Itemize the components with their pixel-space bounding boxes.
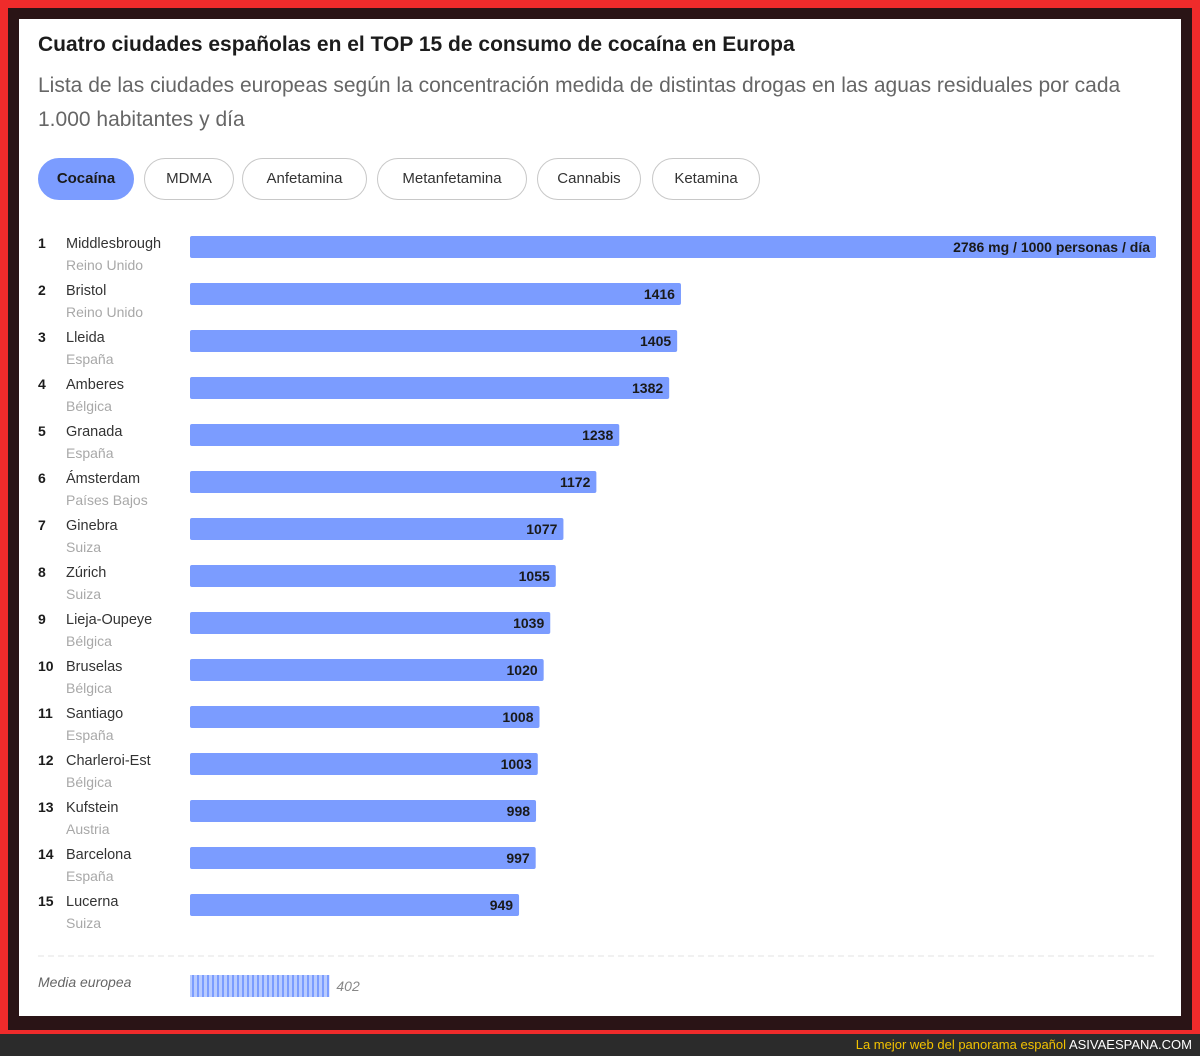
bar	[190, 800, 537, 822]
rank-number: 3	[38, 329, 46, 345]
bar-value-label: 1008	[502, 709, 533, 725]
country-name: Países Bajos	[66, 492, 148, 508]
bar-chart: 1 Middlesbrough Reino Unido 2786 mg / 1000 …	[38, 235, 1156, 997]
chart-title: Cuatro ciudades españolas en el TOP 15 d…	[38, 33, 795, 56]
country-name: Suiza	[66, 915, 101, 931]
country-name: Reino Unido	[66, 257, 143, 273]
bar-value-label: 1172	[560, 474, 591, 490]
footer-site[interactable]: ASIVAESPANA.COM	[1068, 1037, 1192, 1052]
rank-number: 4	[38, 376, 46, 392]
country-name: España	[66, 727, 114, 743]
rank-number: 1	[38, 235, 46, 251]
tab-anfetamina[interactable]: Anfetamina	[242, 158, 367, 200]
rank-number: 7	[38, 517, 46, 533]
city-name: Lleida	[66, 330, 106, 346]
city-name: Charleroi-Est	[66, 753, 151, 769]
country-name: Bélgica	[66, 680, 112, 696]
city-name: Bristol	[66, 283, 106, 299]
bar	[190, 847, 536, 869]
country-name: España	[66, 445, 114, 461]
bar-value-label: 997	[506, 850, 530, 866]
bar	[190, 753, 538, 775]
tab-ketamina[interactable]: Ketamina	[652, 158, 760, 200]
bar-value-label: 1238	[582, 427, 613, 443]
chart-subtitle: Lista de las ciudades europeas según la …	[38, 74, 1121, 131]
country-name: Suiza	[66, 586, 101, 602]
country-name: Bélgica	[66, 633, 112, 649]
country-name: Bélgica	[66, 398, 112, 414]
bar	[190, 612, 551, 634]
rank-number: 10	[38, 658, 54, 674]
bar	[190, 424, 620, 446]
rank-number: 2	[38, 282, 46, 298]
bar-value-label: 1382	[632, 380, 663, 396]
country-name: Bélgica	[66, 774, 112, 790]
country-name: Suiza	[66, 539, 101, 555]
rank-number: 9	[38, 611, 46, 627]
bar	[190, 518, 564, 540]
bar	[190, 894, 520, 916]
bar	[190, 283, 681, 305]
footer-text: La mejor web del panorama español ASIVAE…	[856, 1037, 1192, 1052]
rank-number: 15	[38, 893, 54, 909]
city-name: Santiago	[66, 706, 123, 722]
bar-value-label: 1039	[513, 615, 544, 631]
bar-value-label: 998	[507, 803, 531, 819]
tab-cannabis[interactable]: Cannabis	[537, 158, 641, 200]
chart-card: Cuatro ciudades españolas en el TOP 15 d…	[19, 19, 1181, 1016]
country-name: Reino Unido	[66, 304, 143, 320]
rank-number: 8	[38, 564, 46, 580]
average-bar	[190, 975, 330, 997]
bar	[190, 236, 1156, 258]
tab-mdma[interactable]: MDMA	[144, 158, 234, 200]
city-name: Middlesbrough	[66, 236, 161, 252]
city-name: Zúrich	[66, 565, 106, 581]
footer-bar: La mejor web del panorama español ASIVAE…	[0, 1034, 1200, 1056]
footer-tagline: La mejor web del panorama español	[855, 1037, 1067, 1052]
city-name: Amberes	[66, 377, 124, 393]
bar	[190, 377, 670, 399]
rank-number: 14	[38, 846, 54, 862]
city-name: Bruselas	[66, 659, 122, 675]
city-name: Lieja-Oupeye	[66, 612, 152, 628]
bar-value-label: 1077	[526, 521, 557, 537]
city-name: Granada	[66, 424, 123, 440]
average-label: Media europea	[38, 974, 132, 990]
average-value: 402	[336, 978, 360, 994]
city-name: Kufstein	[66, 800, 118, 816]
rank-number: 11	[38, 705, 53, 721]
bar	[190, 330, 678, 352]
city-name: Ámsterdam	[66, 470, 140, 487]
bar	[190, 706, 540, 728]
country-name: España	[66, 868, 114, 884]
bar-value-label: 2786 mg / 1000 personas / día	[953, 239, 1150, 255]
tab-cocaina[interactable]: Cocaína	[38, 158, 134, 200]
bar-value-label: 1003	[501, 756, 532, 772]
bar-value-label: 1020	[507, 662, 538, 678]
country-name: España	[66, 351, 114, 367]
rank-number: 5	[38, 423, 46, 439]
rank-number: 12	[38, 752, 54, 768]
city-name: Ginebra	[66, 518, 119, 534]
bar	[190, 659, 544, 681]
bar-value-label: 1055	[519, 568, 550, 584]
bar-value-label: 1405	[640, 333, 671, 349]
bar	[190, 565, 556, 587]
city-name: Barcelona	[66, 847, 132, 863]
bar	[190, 471, 597, 493]
country-name: Austria	[66, 821, 110, 837]
city-name: Lucerna	[66, 894, 119, 910]
rank-number: 6	[38, 470, 46, 486]
bar-value-label: 949	[490, 897, 514, 913]
bar-value-label: 1416	[644, 286, 675, 302]
tab-metanfetamina[interactable]: Metanfetamina	[377, 158, 527, 200]
rank-number: 13	[38, 799, 54, 815]
